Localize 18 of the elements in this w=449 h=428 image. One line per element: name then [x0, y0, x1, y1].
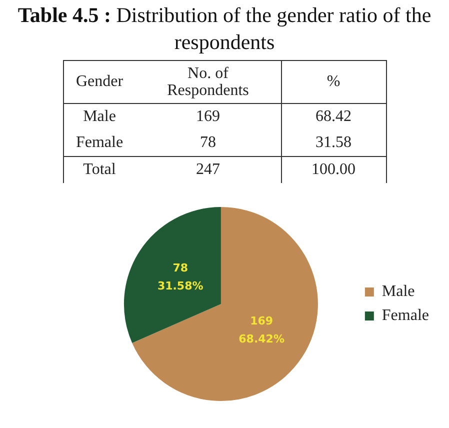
legend-label: Female — [382, 307, 429, 324]
data-label: 78 31.58% — [157, 261, 204, 292]
text: 100.00 — [281, 156, 386, 183]
text: 247 — [195, 160, 221, 180]
text: % — [281, 60, 386, 104]
category-label: Male — [83, 108, 116, 125]
text: Total — [82, 160, 117, 180]
chart-subtitle: Distribution of the gender ratio of the respondents — [116, 3, 432, 54]
data-label: 169 68.42% — [238, 314, 284, 346]
legend-label: Male — [382, 283, 415, 300]
text: 169 — [195, 107, 221, 127]
text: 68.42 — [281, 104, 386, 130]
text: 31.58 — [281, 130, 386, 156]
text: 78 — [199, 133, 217, 153]
slice-label: Female — [74, 133, 124, 153]
text: Gender — [74, 72, 124, 92]
text: No. of Respondents — [166, 65, 250, 99]
chart-title: Table 4.5 : — [18, 3, 111, 27]
